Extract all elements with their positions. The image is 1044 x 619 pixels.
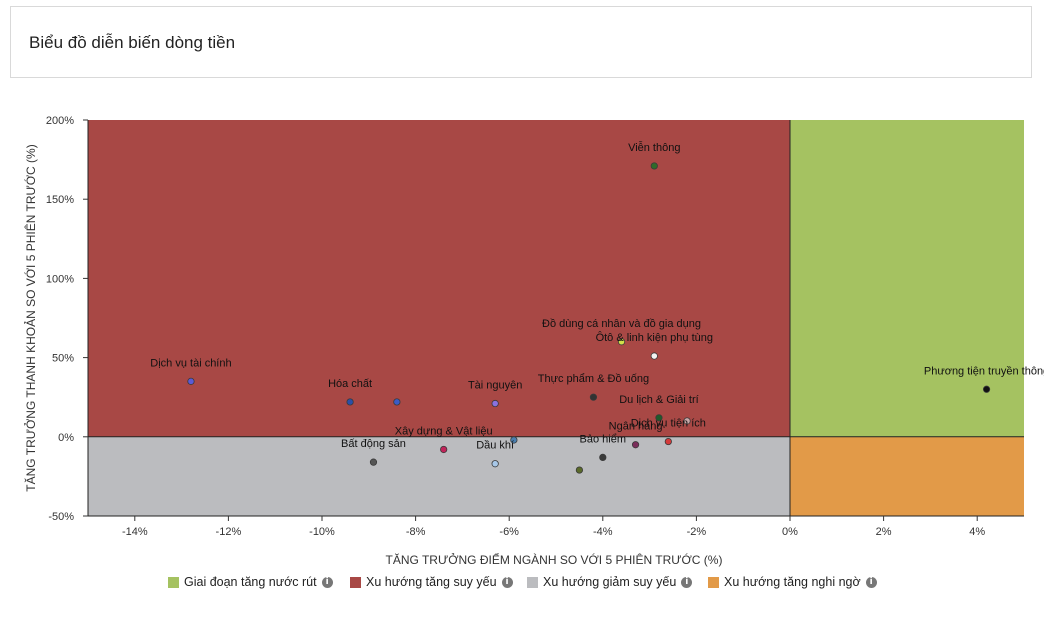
data-point[interactable]	[664, 437, 672, 446]
x-tick-label: -12%	[216, 526, 242, 538]
data-point-label: Hóa chất	[328, 378, 372, 390]
data-point[interactable]	[589, 393, 598, 401]
info-icon[interactable]: i	[501, 576, 513, 588]
data-point[interactable]	[655, 414, 663, 422]
x-tick-label: 2%	[876, 526, 892, 538]
x-axis-label: TĂNG TRƯỞNG ĐIỂM NGÀNH SO VỚI 5 PHIÊN TR…	[386, 552, 723, 567]
info-icon[interactable]: i	[321, 576, 333, 588]
legend-swatch	[350, 576, 361, 588]
quadrant-2	[88, 120, 790, 437]
data-point-label: Ôtô & linh kiện phụ tùng	[596, 331, 713, 344]
data-point[interactable]	[650, 352, 658, 360]
data-point[interactable]	[575, 466, 584, 474]
data-point[interactable]	[491, 399, 499, 408]
legend-label: Xu hướng tăng nghi ngờ	[724, 575, 861, 589]
info-icon[interactable]: i	[681, 576, 693, 588]
data-point[interactable]	[650, 162, 658, 170]
y-tick-label: -50%	[48, 511, 74, 523]
data-point-label: Tài nguyên	[468, 380, 522, 392]
legend-label: Xu hướng giảm suy yếu	[543, 575, 677, 589]
legend-label: Giai đoạn tăng nước rút	[184, 575, 317, 589]
data-point-label: Xây dựng & Vật liệu	[395, 425, 493, 437]
y-tick-label: 50%	[52, 353, 74, 365]
data-point-label: Thực phẩm & Đồ uống	[538, 373, 649, 385]
x-tick-label: -2%	[687, 526, 707, 538]
y-tick-label: 150%	[46, 194, 74, 206]
legend-swatch	[168, 576, 179, 588]
data-point[interactable]	[982, 385, 991, 393]
legend-item[interactable]: Xu hướng tăng nghi ngờ i	[708, 575, 877, 589]
data-point-label: Ngân hàng	[609, 421, 663, 433]
data-point-label: Du lịch & Giải trí	[619, 394, 698, 406]
legend-label: Xu hướng tăng suy yếu	[366, 575, 497, 589]
y-tick-label: 100%	[46, 273, 74, 285]
y-axis-label: TĂNG TRƯỞNG THANH KHOẢN SO VỚI 5 PHIÊN T…	[23, 144, 38, 491]
chart-legend: Giai đoạn tăng nước rút i Xu hướng tăng su…	[0, 575, 1044, 595]
data-point[interactable]	[599, 453, 607, 461]
x-tick-label: -8%	[406, 526, 426, 538]
info-icon[interactable]: i	[865, 576, 877, 588]
data-point-label: Dầu khí	[476, 440, 514, 452]
x-tick-label: -14%	[122, 526, 148, 538]
quadrant-4	[790, 436, 1024, 516]
x-tick-label: -4%	[593, 526, 613, 538]
x-tick-label: 4%	[969, 526, 985, 538]
x-tick-label: -6%	[499, 526, 519, 538]
data-point[interactable]	[631, 441, 640, 449]
y-tick-label: 0%	[58, 432, 74, 444]
data-point-label: Phương tiện truyền thông	[924, 365, 1044, 377]
data-point[interactable]	[440, 445, 448, 454]
legend-item[interactable]: Xu hướng giảm suy yếu i	[527, 575, 693, 589]
data-point-label: Bất động sản	[341, 438, 406, 450]
x-tick-label: -10%	[309, 526, 335, 538]
data-point[interactable]	[369, 458, 378, 466]
data-point[interactable]	[187, 377, 195, 385]
quadrant-1	[790, 120, 1024, 437]
data-point-label: Đồ dùng cá nhân và đồ gia dụng	[542, 318, 701, 330]
data-point-label: Viễn thông	[628, 141, 680, 154]
legend-swatch	[708, 576, 719, 588]
legend-swatch	[527, 576, 538, 588]
data-point[interactable]	[491, 460, 499, 468]
data-point[interactable]	[683, 417, 691, 425]
quadrant-3	[88, 436, 790, 516]
legend-item[interactable]: Xu hướng tăng suy yếu i	[350, 575, 513, 589]
data-point[interactable]	[346, 398, 354, 406]
x-tick-label: 0%	[782, 526, 798, 538]
data-point[interactable]	[393, 398, 401, 406]
page-title: Biểu đồ diễn biến dòng tiền	[29, 33, 236, 52]
data-point-label: Dịch vụ tài chính	[150, 357, 231, 369]
legend-item[interactable]: Giai đoạn tăng nước rút i	[168, 575, 333, 589]
data-point-label: Bảo hiểm	[580, 433, 626, 445]
data-point-label: Dịch vụ tiện ích	[631, 418, 706, 430]
chart-header-card: Biểu đồ diễn biến dòng tiền	[10, 6, 1032, 78]
y-tick-label: 200%	[46, 115, 74, 127]
data-point[interactable]	[510, 436, 518, 444]
data-point[interactable]	[617, 338, 626, 346]
